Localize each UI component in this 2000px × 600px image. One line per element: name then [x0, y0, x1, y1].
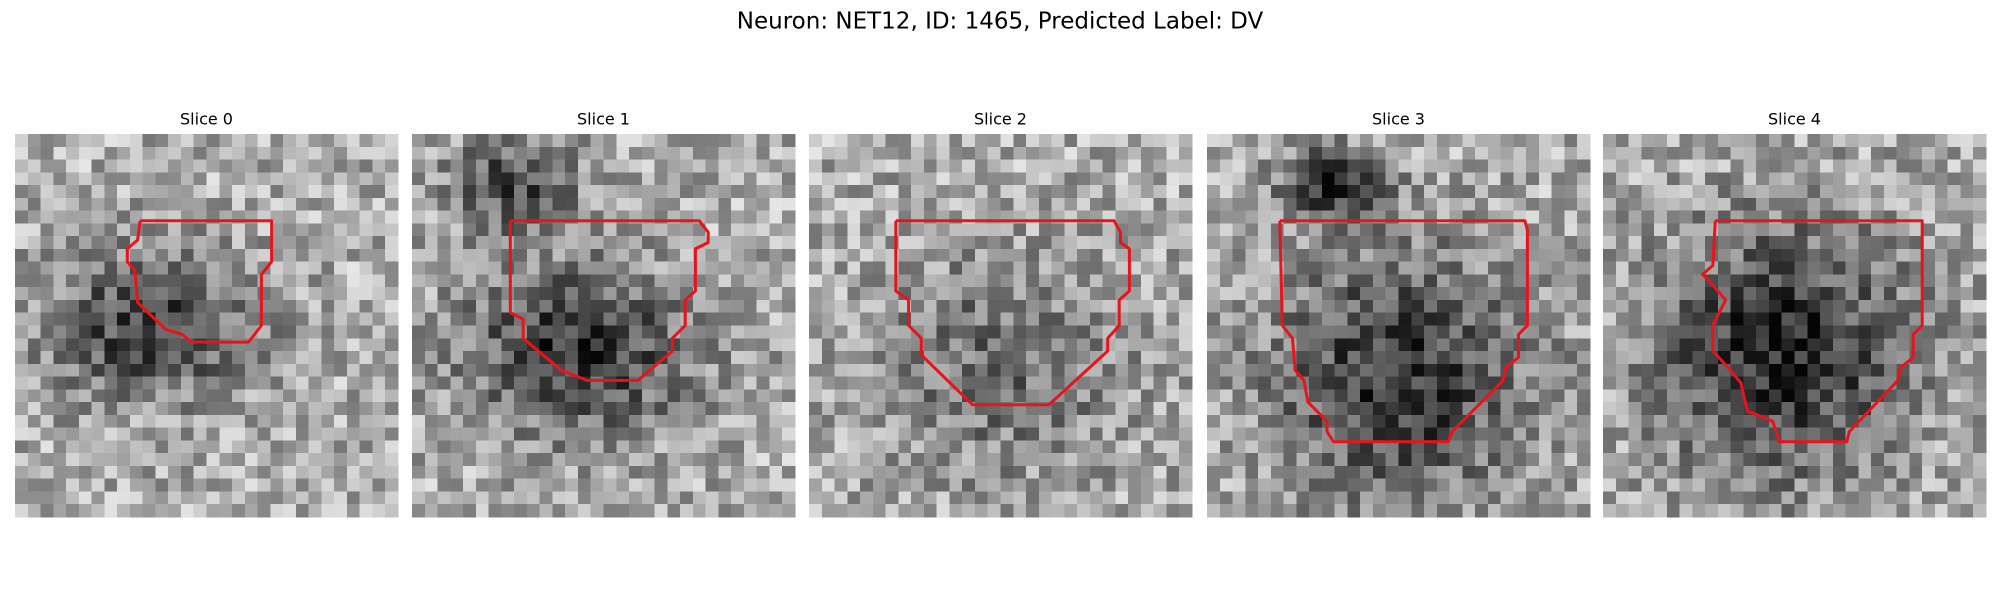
slice-image: [15, 134, 399, 518]
contour: [1278, 219, 1529, 444]
panel-title: Slice 1: [577, 110, 630, 129]
contour: [508, 219, 710, 382]
figure-title: Neuron: NET12, ID: 1465, Predicted Label…: [737, 9, 1264, 35]
slice-image: [809, 134, 1193, 518]
contour: [125, 219, 274, 344]
contour: [1701, 219, 1924, 444]
contour: [894, 219, 1131, 407]
panel-title: Slice 0: [180, 110, 233, 129]
slice-image: [1207, 134, 1591, 518]
panel-title: Slice 4: [1768, 110, 1821, 129]
panel-title: Slice 2: [974, 110, 1027, 129]
slice-image: [1603, 134, 1987, 518]
slice-image: [412, 134, 796, 518]
panel-title: Slice 3: [1372, 110, 1425, 129]
